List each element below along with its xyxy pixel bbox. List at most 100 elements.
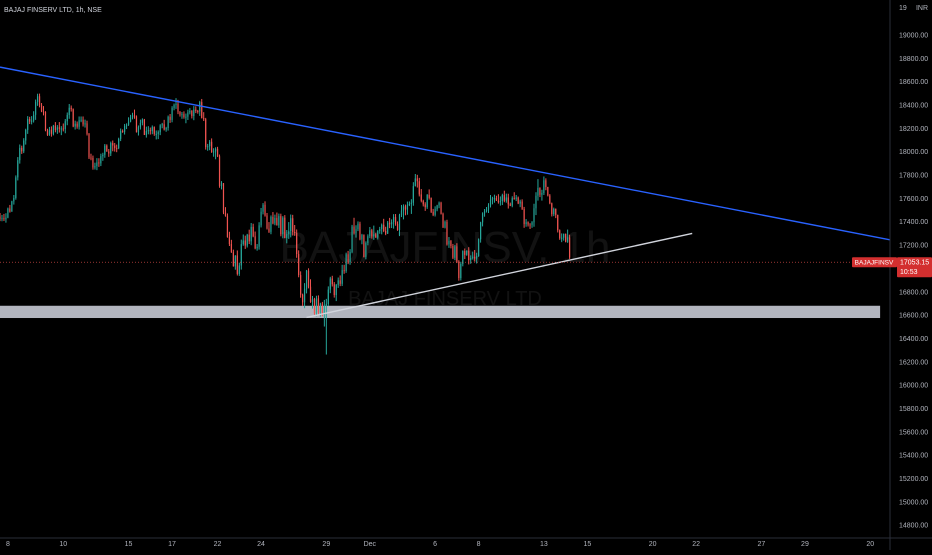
candle-body [50,129,53,134]
candle-body [406,205,409,210]
candle [444,220,446,229]
candle [25,128,27,145]
candle-body [286,234,288,238]
candle-body [383,224,385,231]
candle [462,250,464,267]
candle-body [5,217,7,220]
candle [252,223,254,238]
candle [278,213,280,228]
candle-body [46,130,49,135]
candle-body [381,224,383,230]
candle-body [248,234,250,242]
last-price-value: 17053.15 [900,260,929,267]
candle-body [175,103,177,106]
candle-body [375,234,377,238]
candle [371,228,373,239]
candle-body [173,105,175,109]
price-tick-label: 16400.00 [899,336,928,343]
candle [472,251,474,260]
candle-body [389,222,391,225]
candle-body [197,110,199,112]
candle-body [351,226,353,252]
candle-body [143,119,145,136]
candle [58,122,60,133]
candle-body [230,244,233,253]
candle-body [462,251,464,264]
candle [232,249,234,267]
candle [114,142,116,152]
candle [246,233,248,248]
candle-body [72,109,74,127]
candle-body [454,246,456,258]
candle [167,115,169,131]
candle-body [543,180,545,194]
candle-body [110,143,112,154]
candle-body [9,208,11,212]
candle [84,119,86,128]
candle-body [274,218,276,224]
time-tick-label: 10 [59,541,67,548]
candle [268,222,270,233]
candle-body [472,256,474,258]
candle-body [442,213,444,228]
candle-body [479,222,482,240]
candle [38,93,41,108]
candle-body [100,156,102,164]
candle [343,264,345,274]
candle [408,201,411,207]
candle [539,187,541,198]
candle-body [137,127,140,133]
candle-body [228,237,231,245]
candle-body [27,119,29,130]
candle-body [33,114,35,121]
candle-body [108,151,110,154]
candle-body [40,105,43,112]
candle [389,217,391,229]
candle [481,212,484,227]
candles-layer [0,93,571,355]
candle-body [254,236,256,249]
candle-body [3,218,5,220]
candle [102,152,104,161]
time-tick-label: 6 [433,541,437,548]
candle-body [357,223,359,230]
candle-body [561,237,563,239]
candle [294,225,296,236]
candle-body [468,250,470,261]
price-tick-label: 16800.00 [899,289,928,296]
candle [414,174,416,187]
candle-body [216,148,219,157]
candle [88,133,90,159]
candle-body [432,211,434,215]
candle [54,122,56,133]
candle-body [290,218,292,232]
candle [385,226,387,236]
candle [561,233,563,243]
candle-body [29,119,31,122]
candle-body [181,114,183,116]
candle-body [262,204,264,212]
candle-body [436,205,438,210]
time-axis[interactable]: 8 10 15 17 22 24 29 Dec 6 8 13 15 20 22 27 29 20 [0,537,932,548]
candle [509,202,511,207]
candle [173,103,175,111]
candle-body [547,186,549,196]
candle [373,225,375,240]
candle-body [503,195,505,201]
candle-body [311,298,314,303]
candle [40,103,43,113]
candle-body [329,278,331,290]
candle [533,203,535,227]
candle-body [187,112,189,117]
candle-body [489,199,492,206]
candle-body [125,124,128,126]
candle-body [106,145,108,152]
candle [317,295,320,315]
candle [468,247,470,265]
candle [341,264,343,287]
candle-body [335,284,337,296]
candle [545,178,547,191]
candle-body [240,244,242,266]
